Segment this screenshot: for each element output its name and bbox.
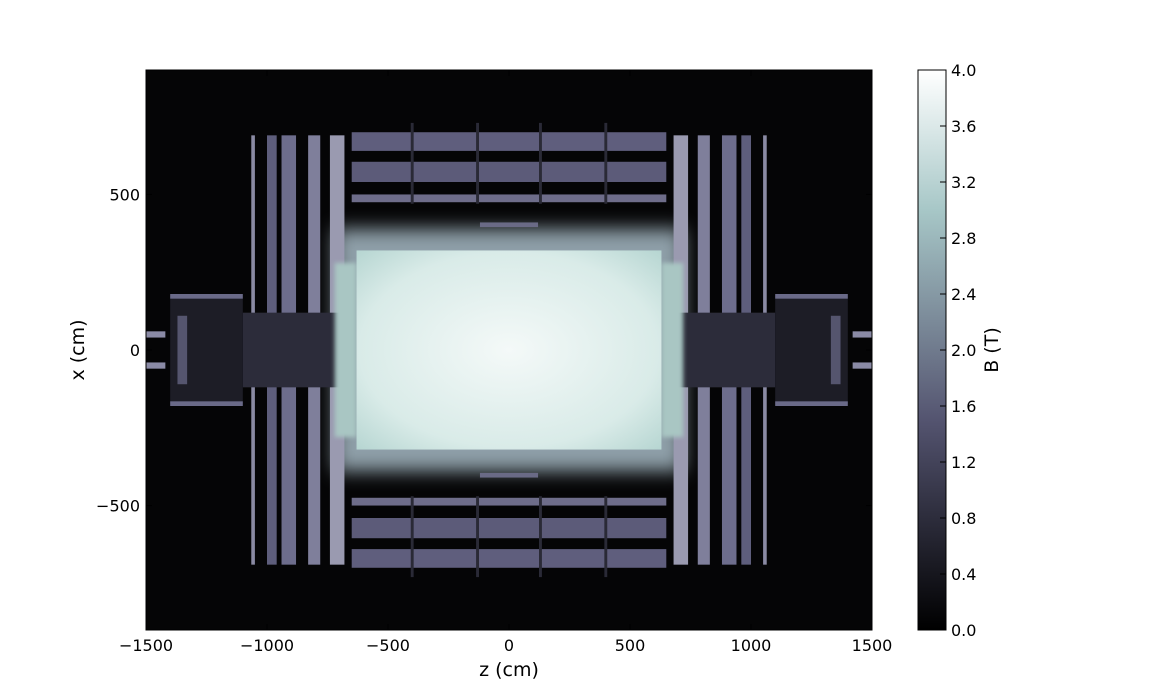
wheel-gap [539, 122, 542, 204]
wheel-gap [410, 122, 414, 204]
x-tick-label: −1500 [119, 636, 173, 655]
wheel-gap [539, 496, 542, 578]
wheel-gap [604, 122, 608, 204]
endcap-disk [697, 384, 710, 565]
endcap-disk [763, 384, 767, 565]
solenoid-end [334, 262, 357, 438]
endcap-disk [281, 135, 297, 316]
colorbar-tick-label: 0.0 [951, 621, 976, 640]
colorbar-tick-label: 1.2 [951, 453, 976, 472]
wheel-gap [476, 122, 479, 204]
forward-edge [775, 401, 848, 406]
colorbar-tick-label: 4.0 [951, 61, 976, 80]
colorbar-tick-label: 0.4 [951, 565, 976, 584]
beam-line [852, 331, 872, 338]
forward-edge [170, 401, 243, 406]
colorbar-ticks: 0.0 0.4 0.8 1.2 1.6 2.0 2.4 2.8 3.2 3.6 4.0 [940, 61, 976, 640]
beam-line [146, 331, 166, 338]
solenoid-core [356, 250, 662, 450]
colorbar: 0.0 0.4 0.8 1.2 1.6 2.0 2.4 2.8 3.2 3.6 4.0 B (T) [917, 61, 1003, 640]
forward-inner [242, 312, 352, 388]
yoke-layer [351, 497, 667, 506]
endcap-disk [721, 135, 737, 316]
colorbar-tick-label: 0.8 [951, 509, 976, 528]
y-tick-label: 500 [109, 185, 140, 204]
beam-line [146, 362, 166, 369]
endcap-disk [281, 384, 297, 565]
wheel-gap [604, 496, 608, 578]
colorbar-label: B (T) [981, 327, 1003, 373]
y-tick-label: −500 [96, 497, 140, 516]
wheel-gap [410, 496, 414, 578]
y-axis: −500 0 500 [96, 185, 872, 516]
x-tick-label: 1500 [852, 636, 893, 655]
solenoid-ends [334, 262, 684, 438]
y-axis-label: x (cm) [67, 319, 89, 380]
x-tick-label: 500 [615, 636, 646, 655]
endcap-disk [308, 384, 321, 565]
endcap-disk [721, 384, 737, 565]
yoke-layer [351, 518, 667, 539]
endcap-disk [267, 135, 277, 316]
endcap-disk [697, 135, 710, 316]
yoke-layer [351, 132, 667, 151]
forward-inner [666, 312, 776, 388]
endcap-disk [251, 384, 255, 565]
forward-edge [170, 294, 243, 299]
wheel-gap [476, 496, 479, 578]
endcap-disk [267, 384, 277, 565]
yoke-inner-strip [479, 222, 539, 228]
yoke-layer [351, 194, 667, 203]
endcap-disk [763, 135, 767, 316]
forward-plug [177, 315, 188, 385]
x-axis: −1500 −1000 −500 0 500 1000 1500 [119, 70, 892, 655]
beam-line [852, 362, 872, 369]
colorbar-tick-label: 3.2 [951, 173, 976, 192]
colorbar-tick-label: 2.4 [951, 285, 976, 304]
x-tick-label: 0 [504, 636, 514, 655]
yoke-layer [351, 549, 667, 568]
y-tick-label: 0 [130, 341, 140, 360]
yoke-inner-strip [479, 472, 539, 478]
field-map [146, 122, 872, 578]
solenoid-end [661, 262, 684, 438]
barrel-yoke [351, 122, 667, 578]
x-tick-label: −500 [366, 636, 410, 655]
yoke-layer [351, 161, 667, 182]
colorbar-tick-label: 2.0 [951, 341, 976, 360]
endcap-disk [308, 135, 321, 316]
heatmap-plot-area [145, 69, 873, 631]
x-tick-label: −1000 [240, 636, 294, 655]
colorbar-tick-label: 1.6 [951, 397, 976, 416]
forward-edge [775, 294, 848, 299]
forward-region [146, 294, 872, 406]
x-tick-label: 1000 [731, 636, 772, 655]
colorbar-tick-label: 3.6 [951, 117, 976, 136]
endcap-disk [741, 135, 751, 316]
endcap-disk [741, 384, 751, 565]
colorbar-tick-label: 2.8 [951, 229, 976, 248]
forward-plug [830, 315, 841, 385]
x-axis-label: z (cm) [479, 659, 539, 681]
endcap-disk [251, 135, 255, 316]
